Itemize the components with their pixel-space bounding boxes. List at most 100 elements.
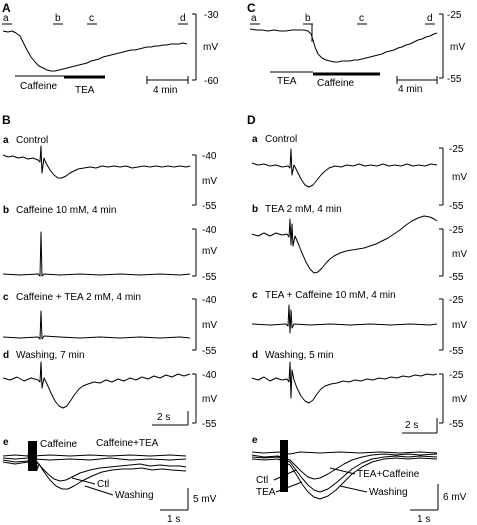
panel-b-trace-c-letter: c	[3, 292, 9, 303]
panel-b-trace-d-top: -40	[202, 370, 217, 381]
panel-b-trace-b	[2, 231, 191, 277]
panel-b-trace-a-top: -40	[202, 151, 217, 162]
panel-b-trace-a	[2, 145, 191, 179]
panel-b-trace-b-top: -40	[202, 225, 217, 236]
panel-a-marker-c: c	[89, 13, 94, 24]
panel-b-trace-a-letter: a	[3, 135, 9, 146]
panel-b-e-voltage-scale-label: 5 mV	[193, 494, 217, 505]
panel-b-e-label-caffeine-tea: Caffeine+TEA	[96, 438, 159, 449]
panel-c-trace	[249, 28, 438, 63]
panel-label-c: C	[247, 1, 256, 15]
panel-b-trace-b-bottom: -55	[202, 272, 217, 283]
panel-b-trace-c-unit: mV	[202, 320, 217, 331]
panel-d-e-label-ctl: Ctl	[256, 475, 268, 486]
panel-b-trace-d-letter: d	[3, 350, 9, 361]
panel-a-y-tick-label-bottom: -60	[204, 76, 219, 87]
panel-d-e-pointer-tea-caffeine	[329, 467, 356, 475]
panel-b-trace-c-top: -40	[202, 295, 217, 306]
panel-d-trace-c-unit: mV	[452, 320, 467, 331]
panel-c-marker-a: a	[251, 13, 257, 24]
panel-d-trace-d-title: Washing, 5 min	[265, 350, 334, 361]
panel-d-e-ctl-trace	[251, 453, 438, 480]
panel-b: a Control -40 mV -55 b Caffeine 10 mM, 4…	[2, 135, 217, 430]
panel-label-b: B	[2, 113, 11, 127]
panel-d-time-scale-label: 2 s	[405, 420, 418, 431]
panel-d-e-pointer-tea	[275, 481, 303, 493]
panel-c-y-unit: mV	[450, 42, 465, 53]
panel-b-e-label-caffeine: Caffeine	[40, 439, 78, 450]
panel-d-trace-c-top: -25	[449, 295, 464, 306]
panel-d-trace-a-unit: mV	[452, 172, 467, 183]
panel-b-trace-a-title: Control	[16, 135, 48, 146]
panel-d-e-pointer-washing	[339, 485, 368, 493]
panel-a: a b c d -30 mV -60 Caffeine TEA 4 min	[2, 10, 219, 96]
panel-b-trace-d-bottom: -55	[202, 419, 217, 430]
panel-b-trace-c-bottom: -55	[202, 346, 217, 357]
panel-c-marker-b: b	[305, 13, 311, 24]
panel-b-e-label-ctl: Ctl	[97, 479, 109, 490]
panel-c-caffeine-label: Caffeine	[317, 78, 355, 89]
panel-d-trace-b-title: TEA 2 mM, 4 min	[265, 204, 342, 215]
panel-b-trace-b-unit: mV	[202, 246, 217, 257]
panel-b-e: e Caffeine Caffeine+TEA Ctl Washing 5 mV…	[2, 437, 217, 525]
panel-d-trace-c-letter: c	[252, 290, 258, 301]
panel-b-e-letter: e	[3, 437, 9, 448]
panel-c-y-tick-label-top: -25	[447, 10, 462, 21]
panel-b-trace-d	[2, 361, 191, 409]
panel-a-y-tick-label-top: -30	[204, 10, 219, 21]
panel-b-e-label-washing: Washing	[115, 490, 154, 501]
panel-b-trace-b-letter: b	[3, 205, 9, 216]
panel-d-trace-d-unit: mV	[452, 394, 467, 405]
panel-a-time-scale-label: 4 min	[153, 85, 177, 96]
panel-d: a Control -25 mV -55 b TEA 2 mM, 4 min -…	[251, 134, 467, 434]
panel-d-trace-b-top: -25	[449, 225, 464, 236]
panel-a-trace	[2, 30, 188, 72]
panel-b-trace-a-unit: mV	[202, 176, 217, 187]
panel-b-trace-d-unit: mV	[202, 394, 217, 405]
panel-d-trace-a-top: -25	[449, 144, 464, 155]
panel-d-e-voltage-scale-label: 6 mV	[443, 492, 467, 503]
panel-d-trace-d-top: -25	[449, 370, 464, 381]
panel-d-e-label-washing: Washing	[369, 487, 408, 498]
panel-d-e-label-tea-caffeine: TEA+Caffeine	[357, 469, 420, 480]
panel-d-trace-d-bottom: -55	[449, 419, 464, 430]
panel-d-trace-c	[251, 304, 438, 334]
panel-b-trace-b-title: Caffeine 10 mM, 4 min	[16, 205, 116, 216]
panel-b-trace-c-title: Caffeine + TEA 2 mM, 4 min	[16, 292, 141, 303]
panel-b-e-pointer-ctl	[71, 477, 96, 485]
panel-d-trace-c-bottom: -55	[449, 346, 464, 357]
panel-b-time-scale-label: 2 s	[157, 412, 170, 423]
panel-d-e-label-tea: TEA	[256, 487, 276, 498]
panel-a-marker-d: d	[180, 13, 186, 24]
panel-c-time-scale-label: 4 min	[398, 84, 422, 95]
panel-d-trace-a	[251, 148, 438, 188]
panel-d-e-letter: e	[252, 435, 258, 446]
panel-d-trace-d-letter: d	[252, 350, 258, 361]
panel-d-trace-a-letter: a	[252, 134, 258, 145]
panel-d-e-tea-caffeine-trace	[251, 451, 438, 455]
panel-a-y-unit: mV	[203, 42, 218, 53]
panel-c-y-tick-label-bottom: -55	[447, 74, 462, 85]
panel-a-caffeine-label: Caffeine	[20, 81, 58, 92]
panel-d-trace-d	[251, 361, 438, 404]
panel-label-d: D	[247, 113, 256, 127]
panel-b-trace-d-title: Washing, 7 min	[16, 350, 85, 361]
panel-d-trace-b-letter: b	[252, 204, 258, 215]
panel-c-tea-label: TEA	[277, 76, 297, 87]
panel-c-marker-c: c	[359, 13, 364, 24]
panel-d-trace-a-bottom: -55	[449, 201, 464, 212]
panel-b-e-time-scale-label: 1 s	[167, 514, 180, 525]
panel-a-marker-a: a	[3, 13, 9, 24]
panel-a-tea-label: TEA	[75, 85, 95, 96]
panel-d-e-tea-trace	[251, 455, 438, 493]
panel-b-trace-a-bottom: -55	[202, 201, 217, 212]
panel-d-e-pointer-ctl	[273, 469, 297, 481]
panel-a-marker-b: b	[55, 13, 61, 24]
panel-d-trace-c-title: TEA + Caffeine 10 mM, 4 min	[265, 290, 396, 301]
panel-d-e-washing-trace	[251, 457, 438, 500]
panel-d-trace-b-bottom: -55	[449, 272, 464, 283]
panel-c-marker-d: d	[427, 13, 433, 24]
panel-d-trace-b-unit: mV	[452, 249, 467, 260]
panel-b-e-pointer-washing	[84, 485, 114, 496]
